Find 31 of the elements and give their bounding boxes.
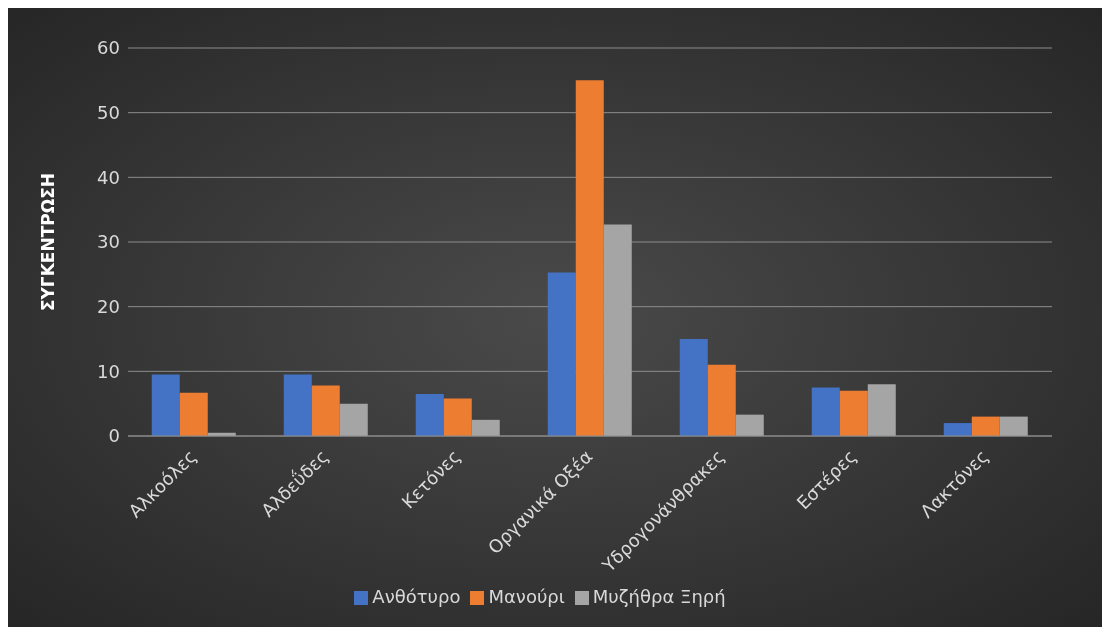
y-tick-label: 10	[97, 360, 120, 382]
bar	[443, 398, 472, 436]
y-axis-title: ΣΥΓΚΕΝΤΡΩΣΗ	[38, 172, 59, 312]
y-tick-label: 40	[97, 166, 120, 188]
bar	[151, 374, 180, 436]
bar	[811, 387, 840, 436]
y-tick-label: 50	[97, 102, 120, 124]
bar	[311, 385, 340, 436]
legend-label: Μυζήθρα Ξηρή	[592, 586, 726, 607]
bar	[415, 393, 444, 436]
legend-label: Μανούρι	[488, 586, 565, 607]
bar	[679, 339, 708, 436]
legend-label: Ανθότυρο	[372, 586, 461, 607]
y-tick-label: 60	[97, 37, 120, 59]
y-tick-label: 0	[108, 425, 120, 447]
bar	[735, 414, 764, 436]
bar	[547, 272, 576, 436]
bar	[179, 392, 208, 436]
bar	[339, 403, 368, 436]
bar	[943, 423, 972, 436]
bar	[971, 416, 1000, 436]
bar	[603, 224, 632, 436]
bar	[999, 416, 1028, 436]
y-tick-label: 30	[97, 231, 120, 253]
bar	[575, 80, 604, 436]
bar	[283, 374, 312, 436]
bar	[867, 384, 896, 436]
y-tick-label: 20	[97, 296, 120, 318]
bar	[839, 390, 868, 436]
bar	[707, 364, 736, 436]
bar	[471, 419, 500, 436]
